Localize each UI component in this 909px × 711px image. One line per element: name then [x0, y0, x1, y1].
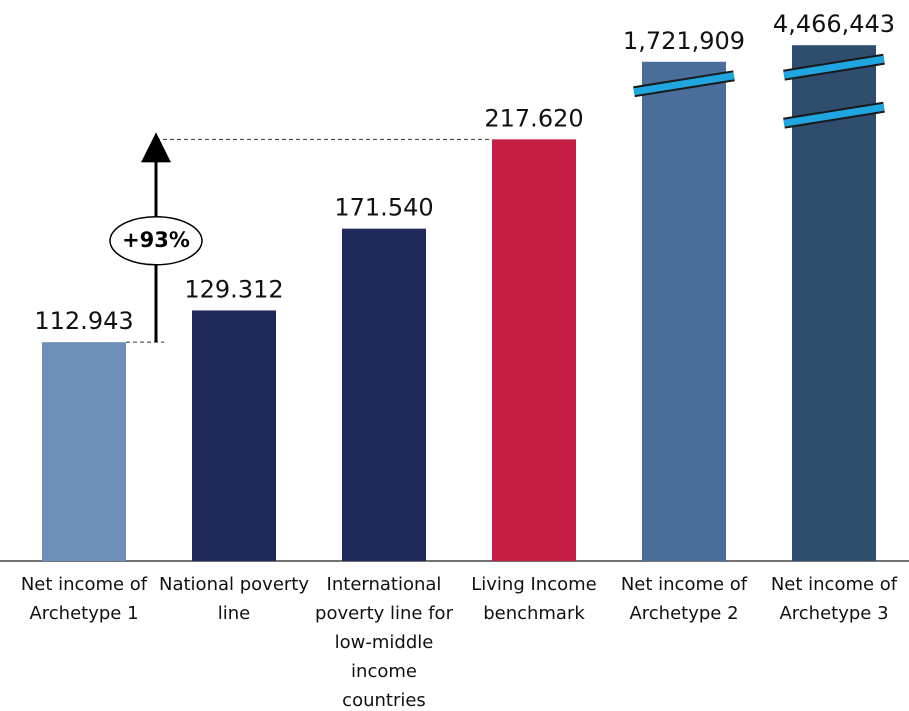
x-tick-label: Net income of Archetype 3: [770, 574, 898, 624]
annotation-bubble: [109, 216, 203, 266]
bar: [642, 61, 726, 562]
x-tick-label: Net income of Archetype 1: [20, 574, 148, 624]
bar: [792, 45, 876, 562]
bar: [492, 139, 576, 561]
value-label: 112.943: [34, 307, 133, 335]
axis-break: [633, 72, 735, 96]
value-label: 217.620: [484, 104, 583, 132]
x-tick-label: Net income of Archetype 2: [620, 574, 748, 624]
axis-break: [783, 55, 885, 79]
value-label: 4,466,443: [773, 10, 895, 38]
value-label: 171.540: [334, 194, 433, 222]
bar: [42, 342, 126, 561]
value-label: 129.312: [184, 275, 283, 303]
annotation: +93%: [122, 228, 190, 252]
x-tick-label: Living Income benchmark: [471, 574, 597, 624]
x-tick-label: National poverty line: [159, 574, 310, 624]
bar: [342, 228, 426, 562]
value-label: 1,721,909: [623, 27, 745, 55]
axis-break: [783, 103, 885, 127]
x-tick-label: International poverty line for low-middl…: [315, 574, 453, 711]
bar: [192, 310, 276, 561]
